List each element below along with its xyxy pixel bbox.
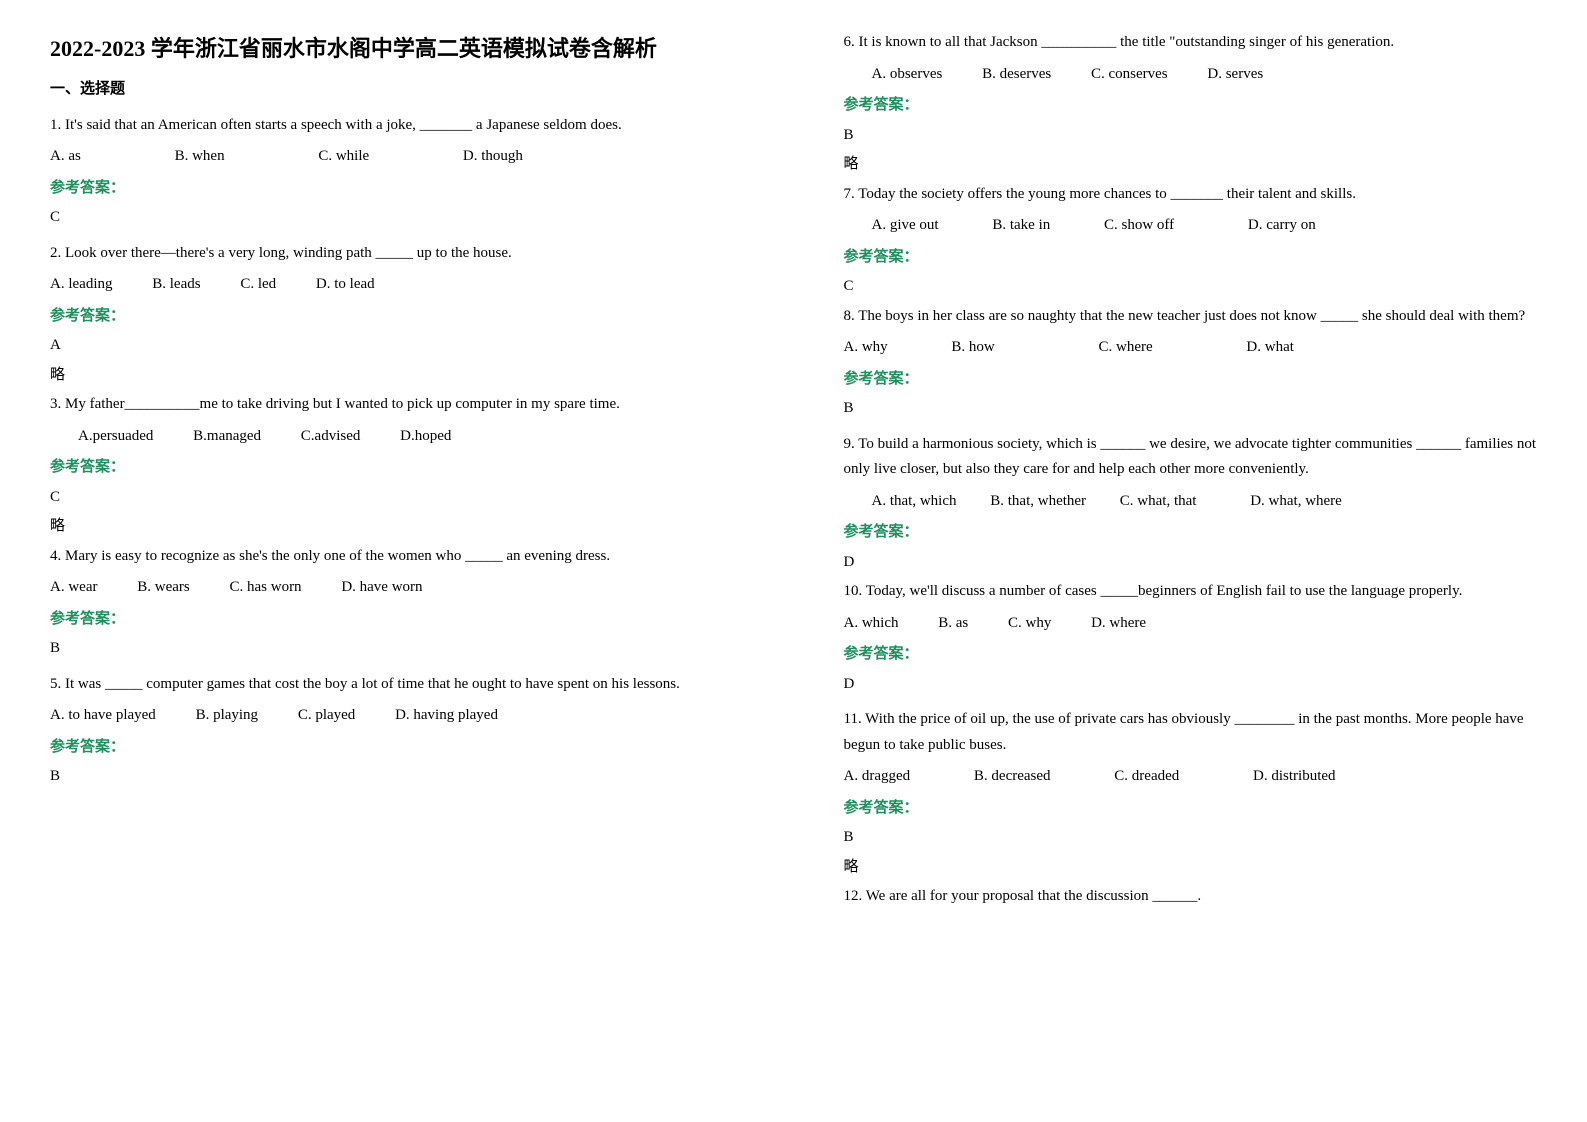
option: C. show off	[1104, 213, 1174, 239]
option: C. where	[1099, 335, 1153, 361]
question-1-options: A. as B. when C. while D. though	[50, 144, 764, 170]
doc-title: 2022-2023 学年浙江省丽水市水阁中学高二英语模拟试卷含解析	[50, 30, 764, 67]
option: A. that, which	[872, 489, 957, 515]
question-7-options: A. give out B. take in C. show off D. ca…	[844, 213, 1558, 239]
section-heading: 一、选择题	[50, 77, 764, 103]
question-3-text: 3. My father__________me to take driving…	[50, 392, 764, 418]
option: D. though	[463, 144, 523, 170]
answer-note: 略	[50, 514, 764, 540]
option: C. why	[1008, 611, 1051, 637]
option: A. wear	[50, 575, 97, 601]
question-5-text: 5. It was _____ computer games that cost…	[50, 672, 764, 698]
option: C.advised	[301, 424, 361, 450]
option: C. led	[240, 272, 276, 298]
option: A. to have played	[50, 703, 156, 729]
option: B. leads	[152, 272, 200, 298]
option: C. while	[318, 144, 369, 170]
answer-label: 参考答案：	[844, 796, 1558, 822]
option: B. how	[951, 335, 994, 361]
option: B. deserves	[982, 62, 1051, 88]
question-8-text: 8. The boys in her class are so naughty …	[844, 304, 1558, 330]
answer-note: 略	[844, 855, 1558, 881]
option: C. has worn	[229, 575, 301, 601]
page: 2022-2023 学年浙江省丽水市水阁中学高二英语模拟试卷含解析 一、选择题 …	[0, 0, 1587, 1122]
answer-label: 参考答案：	[50, 735, 764, 761]
option: D. having played	[395, 703, 498, 729]
question-4-text: 4. Mary is easy to recognize as she's th…	[50, 544, 764, 570]
answer-value: C	[50, 205, 764, 231]
question-10-text: 10. Today, we'll discuss a number of cas…	[844, 579, 1558, 605]
option: D. have worn	[341, 575, 422, 601]
option: B. decreased	[974, 764, 1051, 790]
question-3-options: A.persuaded B.managed C.advised D.hoped	[50, 424, 764, 450]
question-2-text: 2. Look over there—there's a very long, …	[50, 241, 764, 267]
question-10-options: A. which B. as C. why D. where	[844, 611, 1558, 637]
answer-value: B	[50, 636, 764, 662]
answer-value: C	[844, 274, 1558, 300]
option: B. take in	[992, 213, 1050, 239]
option: D. carry on	[1248, 213, 1316, 239]
option: A. as	[50, 144, 81, 170]
option: B. as	[938, 611, 968, 637]
answer-value: B	[844, 396, 1558, 422]
answer-label: 参考答案：	[50, 455, 764, 481]
answer-label: 参考答案：	[844, 642, 1558, 668]
right-column: 6. It is known to all that Jackson _____…	[794, 0, 1587, 1122]
option: C. dreaded	[1114, 764, 1179, 790]
question-1-text: 1. It's said that an American often star…	[50, 113, 764, 139]
answer-label: 参考答案：	[50, 176, 764, 202]
question-12-text: 12. We are all for your proposal that th…	[844, 884, 1558, 910]
option: D. serves	[1207, 62, 1263, 88]
question-5-options: A. to have played B. playing C. played D…	[50, 703, 764, 729]
question-9-text: 9. To build a harmonious society, which …	[844, 432, 1558, 483]
answer-label: 参考答案：	[844, 367, 1558, 393]
option: A. why	[844, 335, 888, 361]
option: A. leading	[50, 272, 112, 298]
answer-label: 参考答案：	[844, 245, 1558, 271]
answer-value: D	[844, 672, 1558, 698]
option: D. to lead	[316, 272, 375, 298]
question-11-text: 11. With the price of oil up, the use of…	[844, 707, 1558, 758]
answer-value: B	[50, 764, 764, 790]
option: A. dragged	[844, 764, 911, 790]
option: B. when	[175, 144, 225, 170]
answer-value: C	[50, 485, 764, 511]
question-6-options: A. observes B. deserves C. conserves D. …	[844, 62, 1558, 88]
option: D.hoped	[400, 424, 451, 450]
answer-note: 略	[50, 363, 764, 389]
answer-note: 略	[844, 152, 1558, 178]
answer-label: 参考答案：	[50, 607, 764, 633]
option: D. what, where	[1250, 489, 1342, 515]
option: B. playing	[196, 703, 259, 729]
option: D. distributed	[1253, 764, 1336, 790]
option: B. wears	[137, 575, 190, 601]
question-4-options: A. wear B. wears C. has worn D. have wor…	[50, 575, 764, 601]
option: D. what	[1246, 335, 1294, 361]
answer-value: D	[844, 550, 1558, 576]
question-11-options: A. dragged B. decreased C. dreaded D. di…	[844, 764, 1558, 790]
option: B.managed	[193, 424, 261, 450]
question-2-options: A. leading B. leads C. led D. to lead	[50, 272, 764, 298]
answer-label: 参考答案：	[844, 93, 1558, 119]
option: A. which	[844, 611, 899, 637]
answer-label: 参考答案：	[844, 520, 1558, 546]
left-column: 2022-2023 学年浙江省丽水市水阁中学高二英语模拟试卷含解析 一、选择题 …	[0, 0, 794, 1122]
question-7-text: 7. Today the society offers the young mo…	[844, 182, 1558, 208]
answer-value: A	[50, 333, 764, 359]
question-8-options: A. why B. how C. where D. what	[844, 335, 1558, 361]
answer-label: 参考答案：	[50, 304, 764, 330]
option: C. conserves	[1091, 62, 1168, 88]
question-9-options: A. that, which B. that, whether C. what,…	[844, 489, 1558, 515]
answer-value: B	[844, 825, 1558, 851]
option: C. played	[298, 703, 356, 729]
option: D. where	[1091, 611, 1146, 637]
answer-value: B	[844, 123, 1558, 149]
question-6-text: 6. It is known to all that Jackson _____…	[844, 30, 1558, 56]
option: A. observes	[872, 62, 943, 88]
option: B. that, whether	[990, 489, 1086, 515]
option: C. what, that	[1120, 489, 1197, 515]
option: A.persuaded	[78, 424, 153, 450]
option: A. give out	[872, 213, 939, 239]
